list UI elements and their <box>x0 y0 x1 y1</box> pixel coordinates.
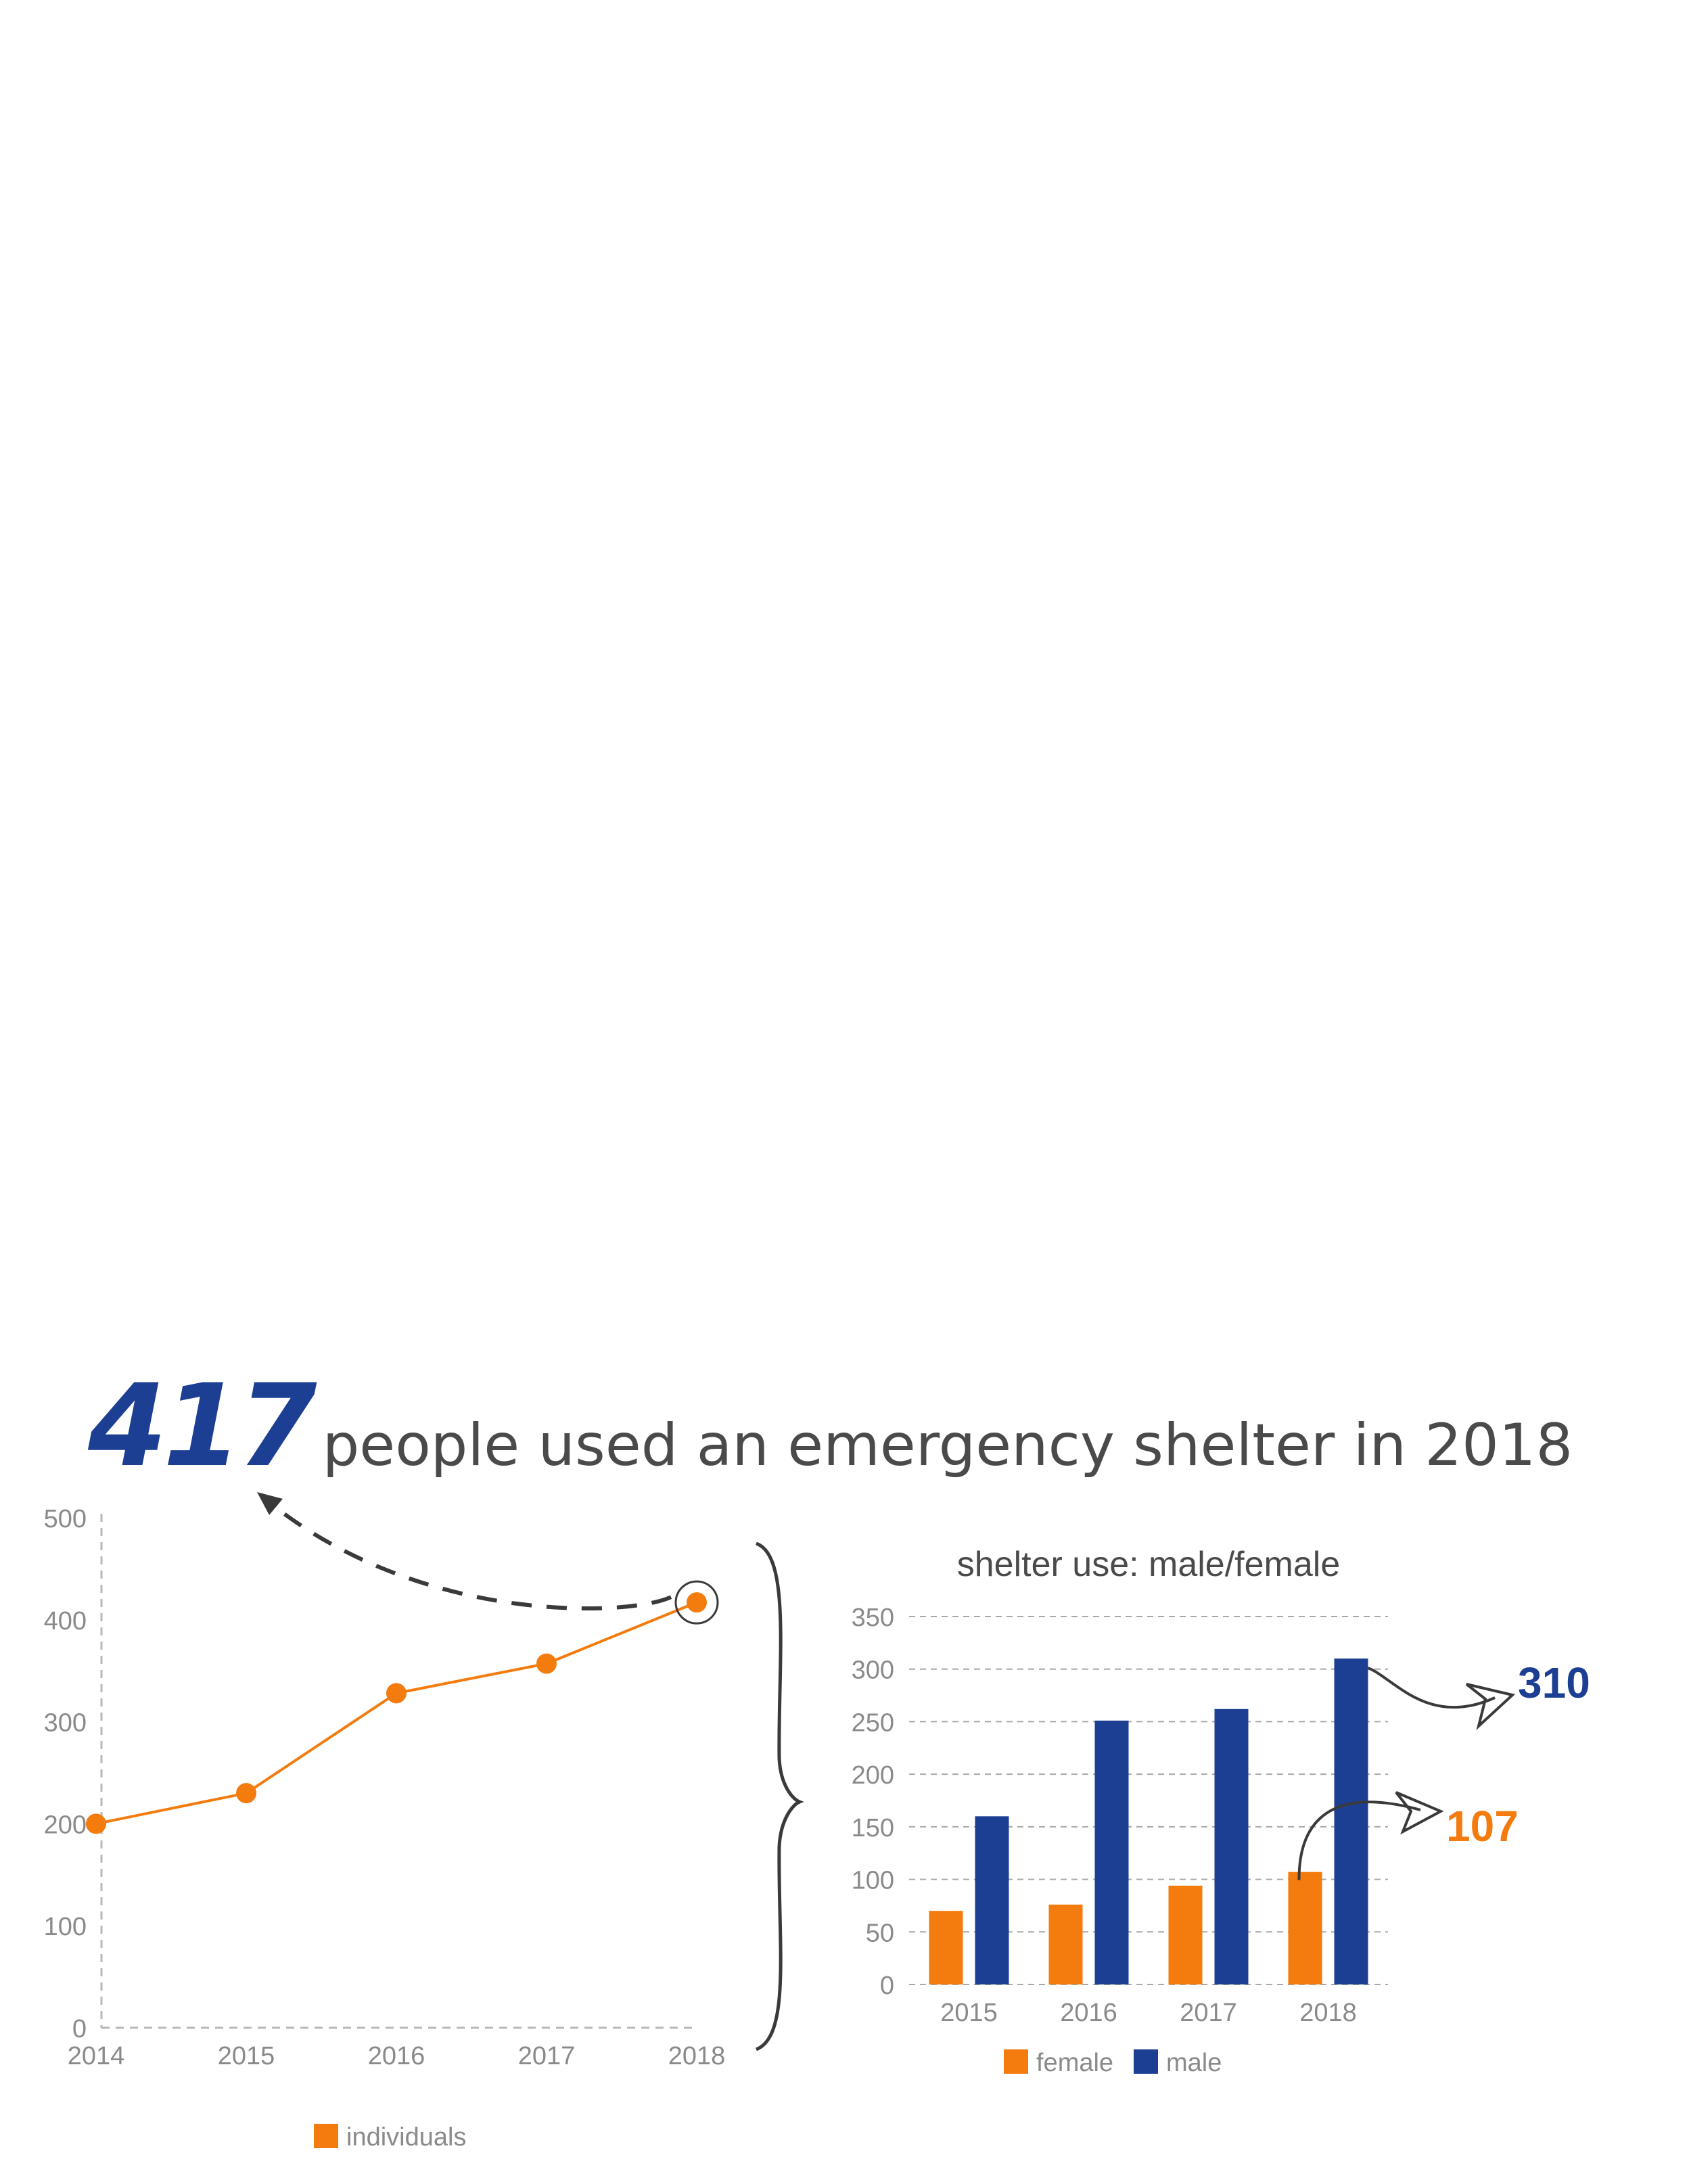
headline: 417 people used an emergency shelter in … <box>88 1360 1573 1492</box>
bar-legend-swatch-male <box>1134 2049 1158 2074</box>
bar-female <box>929 1911 963 1984</box>
line-point <box>86 1813 106 1834</box>
curly-brace <box>755 1541 804 2051</box>
line-x-tick-label: 2017 <box>518 2042 576 2070</box>
bar-y-tick-label: 350 <box>852 1604 894 1632</box>
annotation-label-female: 107 <box>1446 1802 1519 1851</box>
highlight-circle <box>674 1580 719 1625</box>
line-point <box>386 1683 407 1704</box>
line-x-tick-label: 2014 <box>68 2042 125 2070</box>
bar-x-tick-label: 2018 <box>1299 1999 1357 2027</box>
bar-chart-title: shelter use: male/female <box>957 1545 1341 1584</box>
bar-legend-label-female: female <box>1036 2049 1113 2077</box>
line-point <box>236 1783 256 1804</box>
headline-text: people used an emergency shelter in 2018 <box>322 1412 1573 1479</box>
bar-x-tick-label: 2017 <box>1180 1999 1237 2027</box>
bar-male <box>1334 1658 1368 1984</box>
bar-legend-swatch-female <box>1004 2049 1028 2074</box>
bar-male <box>975 1816 1009 1984</box>
line-y-tick-label: 200 <box>44 1811 87 1839</box>
bar-y-tick-label: 300 <box>852 1656 894 1685</box>
line-x-tick-label: 2018 <box>668 2042 726 2070</box>
line-y-tick-label: 0 <box>72 2015 87 2043</box>
bar-x-tick-label: 2015 <box>940 1999 998 2027</box>
bar-y-tick-label: 50 <box>866 1919 894 1947</box>
line-legend-label: individuals <box>346 2123 466 2152</box>
bar-x-tick-label: 2016 <box>1060 1999 1117 2027</box>
line-point <box>536 1653 557 1674</box>
bar-female <box>1288 1872 1322 1984</box>
bar-female <box>1168 1885 1203 1984</box>
line-y-tick-label: 300 <box>44 1709 87 1738</box>
annotation-label-male: 310 <box>1518 1658 1590 1707</box>
line-legend-swatch <box>314 2124 338 2148</box>
line-y-tick-label: 100 <box>44 1913 87 1941</box>
line-y-tick-label: 500 <box>44 1505 87 1533</box>
bar-female <box>1048 1904 1083 1984</box>
line-point <box>687 1592 707 1613</box>
annotation-arrowhead-female <box>1395 1791 1444 1835</box>
headline-number: 417 <box>88 1360 317 1492</box>
line-x-tick-label: 2016 <box>368 2042 425 2070</box>
line-x-tick-label: 2015 <box>218 2042 275 2070</box>
annotation-arrow-male <box>1367 1667 1496 1709</box>
dashed-arrow <box>283 1512 672 1610</box>
bar-male <box>1094 1720 1129 1984</box>
line-y-tick-label: 400 <box>44 1607 87 1635</box>
bar-y-tick-label: 0 <box>880 1972 894 2000</box>
annotation-arrowhead-male <box>1465 1683 1516 1730</box>
bar-legend-label-male: male <box>1166 2049 1222 2077</box>
bar-male <box>1214 1709 1249 1984</box>
annotation-arrow-female <box>1297 1800 1421 1880</box>
bar-y-tick-label: 250 <box>852 1709 894 1737</box>
bar-y-tick-label: 200 <box>852 1761 894 1790</box>
bar-y-tick-label: 100 <box>852 1867 894 1895</box>
bar-y-tick-label: 150 <box>852 1814 894 1842</box>
dashed-arrow-head <box>257 1492 283 1515</box>
